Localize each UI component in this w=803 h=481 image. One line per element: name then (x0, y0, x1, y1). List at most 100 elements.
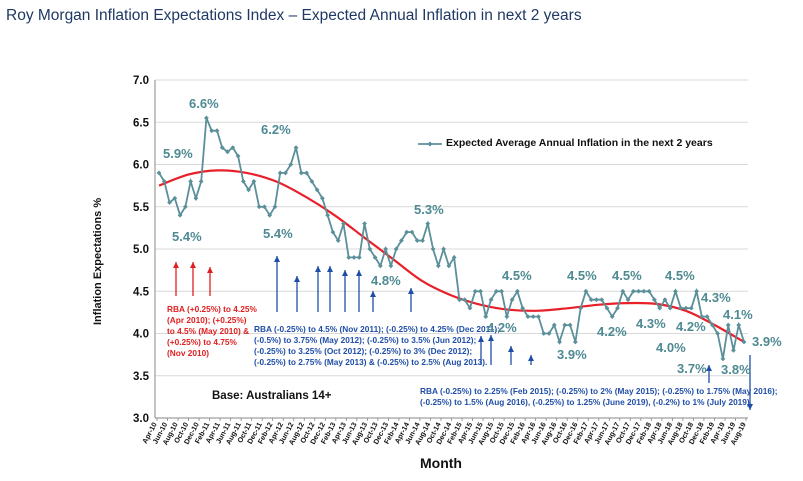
y-tick-label: 6.5 (133, 117, 150, 129)
data-point (594, 297, 599, 303)
data-point (235, 153, 241, 159)
data-point (267, 212, 273, 218)
rba-arrow (173, 262, 179, 296)
data-point (161, 179, 167, 184)
data-point (362, 221, 367, 227)
data-point (493, 288, 499, 294)
data-point (156, 170, 162, 176)
page-title: Roy Morgan Inflation Expectations Index … (6, 7, 582, 24)
data-point (615, 305, 620, 311)
data-point (567, 322, 573, 328)
data-point (425, 221, 431, 227)
point-label: 4.2% (597, 324, 627, 339)
data-point (377, 263, 383, 269)
rba-arrow (478, 336, 484, 365)
data-point (314, 187, 320, 193)
data-point (657, 305, 663, 311)
data-point (720, 356, 726, 362)
data-point (557, 339, 562, 345)
rba-arrow (488, 335, 494, 365)
point-label: 4.5% (612, 268, 642, 283)
data-point (335, 238, 341, 243)
data-point (525, 314, 531, 319)
data-point (209, 128, 215, 134)
data-point (356, 255, 362, 260)
data-point (673, 288, 678, 294)
data-point (462, 297, 468, 303)
data-point (709, 322, 715, 328)
data-point (214, 128, 220, 134)
y-tick-label: 3.5 (133, 371, 150, 383)
data-point (288, 162, 294, 167)
rba-arrow (294, 276, 300, 312)
point-label: 6.6% (189, 96, 219, 111)
legend-label: Expected Average Annual Inflation in the… (446, 137, 713, 149)
data-point (330, 229, 336, 235)
y-tick-labels: 3.0 3.5 4.0 4.5 5.0 5.5 6.0 6.5 7.0 (133, 75, 150, 425)
data-point (246, 187, 251, 193)
data-point (388, 263, 394, 269)
data-point (430, 246, 436, 252)
data-point (604, 305, 610, 311)
rba-arrow (408, 288, 414, 312)
data-point (488, 297, 494, 303)
data-point (219, 145, 225, 150)
rba-cuts-note-2: RBA (-0.25%) to 2.25% (Feb 2015); (-0.25… (420, 386, 778, 407)
data-point (625, 297, 631, 303)
data-point (272, 204, 278, 210)
point-label: 5.4% (172, 229, 202, 244)
rba-arrow (370, 291, 376, 312)
data-point (256, 204, 262, 210)
data-point (699, 314, 705, 319)
data-point (731, 348, 736, 353)
point-label: 4.8% (371, 273, 401, 288)
data-point (441, 246, 446, 252)
data-point (409, 229, 415, 235)
data-point (609, 314, 615, 319)
data-point (404, 229, 410, 235)
point-label: 4.1% (723, 307, 753, 322)
data-point (630, 288, 636, 294)
rba-arrow (706, 365, 712, 383)
data-point (530, 314, 536, 319)
data-point (536, 314, 541, 319)
data-point (457, 297, 462, 303)
data-point (636, 288, 641, 294)
data-point (319, 195, 325, 201)
data-point (446, 263, 452, 269)
point-label: 4.2% (676, 319, 706, 334)
data-point (198, 179, 204, 184)
point-label: 5.3% (414, 202, 444, 217)
point-label: 3.9% (557, 347, 587, 362)
data-point (478, 288, 483, 294)
point-label: 4.5% (567, 268, 597, 283)
data-point (736, 322, 742, 328)
y-tick-label: 3.0 (133, 413, 149, 425)
rba-arrow (508, 346, 514, 365)
data-point (277, 170, 283, 176)
data-point (182, 204, 188, 210)
data-point (230, 145, 236, 150)
rba-arrows (173, 256, 753, 410)
y-tick-label: 5.5 (133, 202, 150, 214)
rba-cuts-note-1: RBA (-0.25%) to 4.5% (Nov 2011); (-0.25%… (254, 324, 500, 367)
series-line (158, 117, 745, 359)
data-point (583, 288, 589, 294)
x-axis-label: Month (420, 455, 462, 471)
data-point (641, 288, 647, 294)
trend-line (158, 169, 745, 343)
point-label: 4.3% (636, 316, 666, 331)
point-label: 6.2% (261, 122, 291, 137)
data-point (562, 322, 568, 328)
legend-diamond (427, 141, 433, 147)
data-point (188, 179, 194, 184)
data-point (599, 297, 605, 303)
rba-arrow (747, 355, 753, 410)
data-point (193, 195, 199, 201)
data-point (383, 246, 389, 252)
data-point (341, 221, 346, 227)
point-label: 4.2% (487, 320, 517, 335)
data-point (262, 204, 267, 210)
data-point (172, 195, 178, 201)
